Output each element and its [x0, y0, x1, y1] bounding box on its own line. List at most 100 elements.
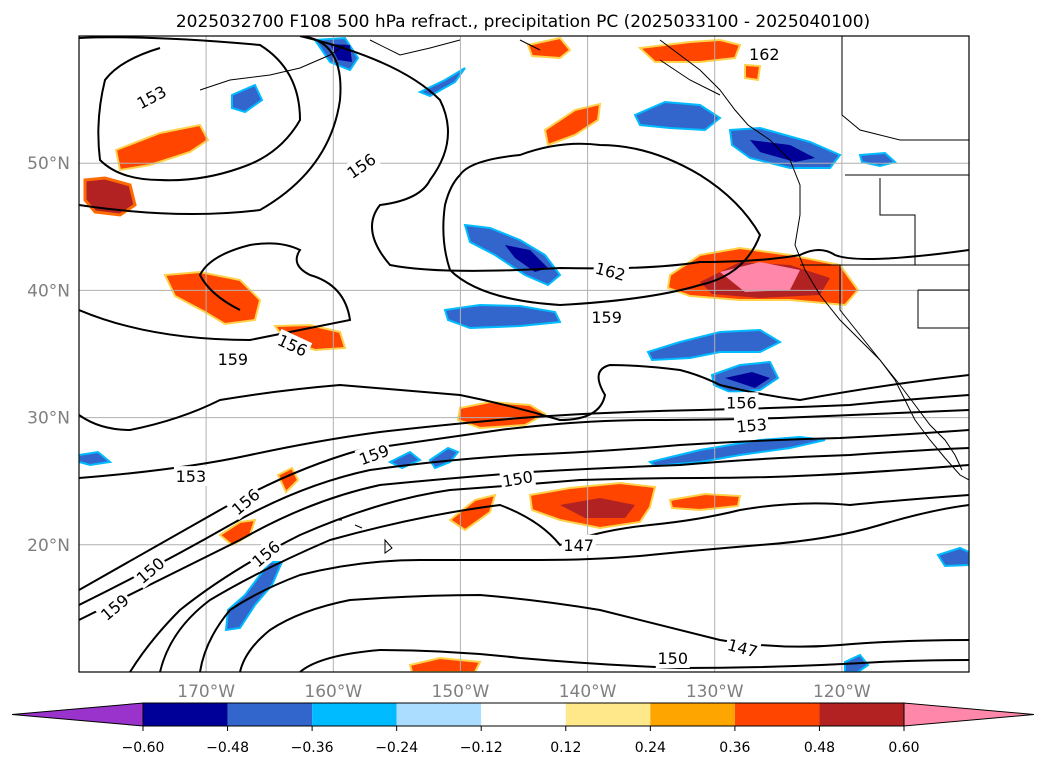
precip-negative-region: [633, 100, 722, 132]
contour-label-background: [747, 43, 782, 64]
colorbar-segment: [650, 703, 735, 726]
precip-positive-region: [668, 492, 742, 512]
colorbar-segment: [481, 703, 566, 726]
colorbar-tick-label: −0.12: [460, 740, 503, 756]
precip-positive-region: [448, 493, 497, 532]
contour-line: [79, 409, 969, 591]
colorbar-extend-low: [11, 702, 144, 727]
contour-line: [79, 363, 969, 432]
colorbar-tick-label: −0.48: [206, 740, 249, 756]
contour-label: 159: [218, 350, 249, 369]
precip-negative-region: [647, 435, 826, 468]
precip-positive-region: [543, 102, 602, 147]
contour-label-background: [95, 588, 135, 626]
contour-label: 156: [726, 393, 757, 412]
contour-line: [79, 36, 302, 182]
colorbar-tick-label: 0.12: [550, 740, 581, 756]
contour-label-background: [246, 535, 286, 573]
colorbar-tick-label: −0.36: [291, 740, 334, 756]
precip-positive-region: [526, 36, 572, 60]
colorbar-tick-label: 0.24: [635, 740, 666, 756]
contour-line: [442, 142, 762, 307]
longitude-labels: 170°W 160°W 150°W 140°W 130°W 120°W: [177, 682, 871, 702]
contour-label-background: [131, 80, 172, 114]
colorbar-tick-label: 0.48: [804, 740, 835, 756]
contour-label-background: [591, 257, 630, 286]
contour-line: [239, 593, 969, 672]
colorbar-segment: [396, 703, 482, 726]
colorbar-segment: [819, 703, 904, 726]
precip-positive-region: [560, 498, 635, 518]
colorbar-frame: [142, 702, 905, 727]
colorbar-segment: [143, 703, 228, 726]
contour-labels: 1531561621621591561591561531591501531561…: [95, 43, 782, 669]
precip-positive-region: [163, 270, 262, 326]
latitude-label: 20°N: [27, 536, 70, 556]
contour-label-background: [589, 307, 624, 328]
contour-label-background: [215, 349, 250, 370]
latitude-label: 40°N: [27, 281, 70, 301]
contour-line: [79, 242, 352, 342]
colorbar-extend-high: [903, 702, 1035, 727]
colorbar-tick-label: 0.36: [719, 740, 750, 756]
state-border: [839, 265, 901, 386]
contour-label: 147: [563, 536, 594, 555]
coastlines: [199, 36, 969, 554]
contour-line: [79, 36, 342, 215]
contour-line: [299, 648, 969, 672]
contour-label: 153: [736, 415, 768, 437]
precip-negative-region: [505, 245, 548, 272]
precip-negative-region: [443, 303, 562, 330]
colorbar-tick-label: 0.60: [888, 740, 919, 756]
contour-line: [79, 394, 969, 479]
precip-positive-region: [114, 123, 210, 172]
contour-label-background: [226, 482, 266, 521]
precip-negative-region: [428, 446, 460, 470]
longitude-label: 150°W: [432, 682, 490, 702]
precip-negative-region: [750, 140, 815, 162]
contour-label-background: [655, 648, 690, 669]
canada-border: [841, 36, 969, 141]
contour-label-background: [499, 465, 537, 492]
latitude-labels: 50°N 40°N 30°N 20°N: [27, 154, 70, 556]
contour-label: 153: [176, 467, 207, 486]
colorbar-segment: [227, 703, 313, 726]
precip-positive-region: [408, 656, 482, 672]
north-america-coastline: [659, 39, 969, 481]
contour-label-background: [724, 392, 759, 413]
precip-negative-region: [231, 83, 264, 114]
figure-title: 2025032700 F108 500 hPa refract., precip…: [176, 12, 870, 32]
contour-label: 159: [591, 308, 622, 327]
precip-negative-region: [725, 372, 770, 388]
map-frame: [78, 35, 970, 673]
map-content: 1531561621621591561591561531591501531561…: [79, 36, 969, 672]
contour-label-background: [561, 534, 596, 555]
longitude-label: 130°W: [686, 682, 744, 702]
precip-negative-region: [79, 450, 113, 467]
latitude-label: 50°N: [27, 154, 70, 174]
precip-negative-region: [936, 546, 969, 568]
longitude-label: 140°W: [559, 682, 617, 702]
colorbar-segment: [312, 703, 397, 726]
longitude-label: 160°W: [304, 682, 362, 702]
contour-label-background: [272, 328, 313, 362]
contour-label-background: [354, 439, 394, 470]
contour-line: [199, 504, 969, 672]
map-panel: 1531561621621591561591561531591501531561…: [78, 35, 970, 673]
colorbar-tick-label: −0.24: [375, 740, 418, 756]
contour-line: [79, 429, 969, 606]
contour-label: 150: [657, 649, 688, 668]
colorbar-tick-label: −0.60: [122, 740, 165, 756]
longitude-label: 120°W: [813, 682, 871, 702]
longitude-label: 170°W: [177, 682, 235, 702]
precip-positive-region: [218, 518, 257, 547]
state-border: [917, 289, 969, 329]
contour-label-background: [723, 633, 762, 662]
contour-label-background: [173, 466, 208, 487]
precip-negative-region: [646, 328, 783, 362]
map-background: [79, 36, 969, 672]
contour-line: [159, 494, 969, 672]
contour-label-background: [341, 147, 381, 184]
contour-label-background: [733, 413, 770, 437]
graticule: [79, 36, 969, 672]
